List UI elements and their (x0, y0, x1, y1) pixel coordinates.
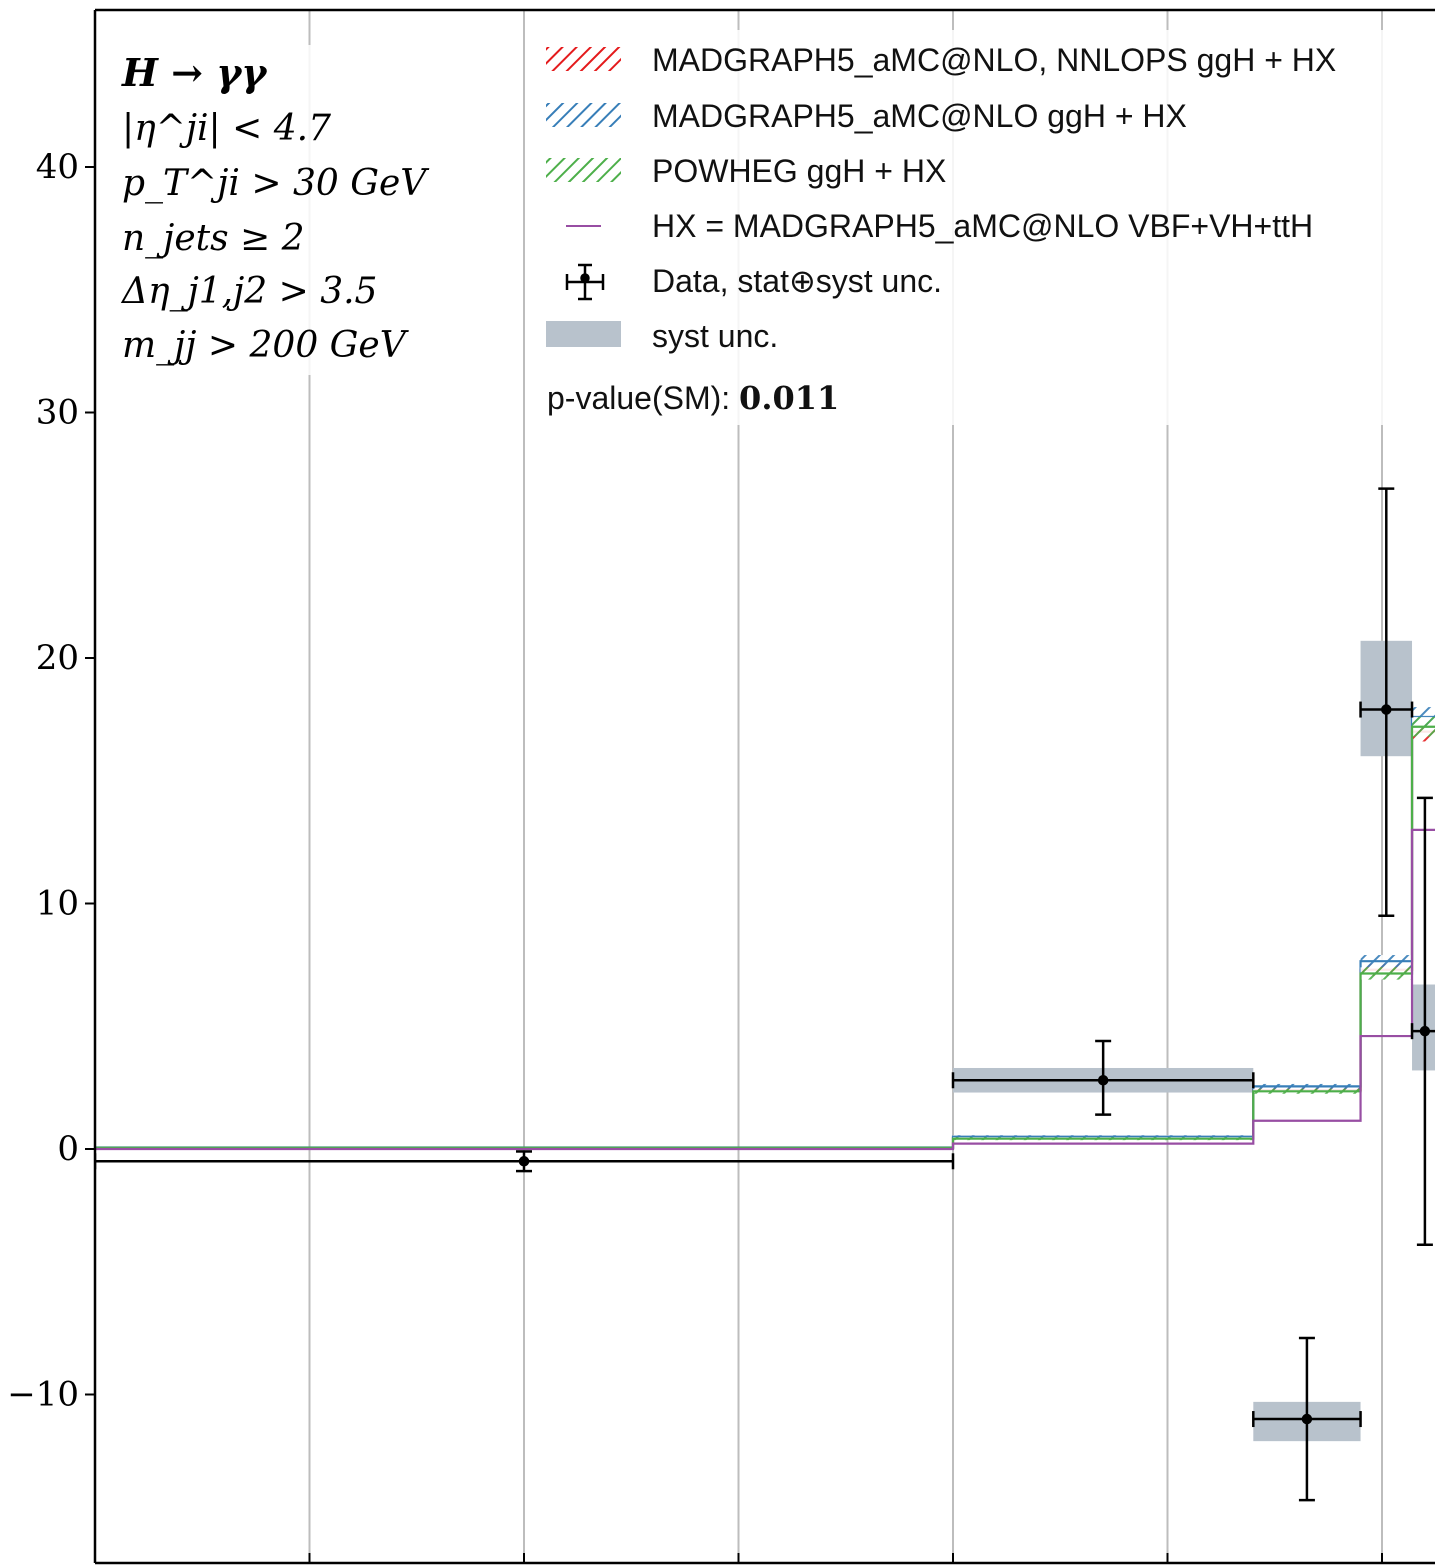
marker-3 (1381, 704, 1392, 715)
selection-cuts: H → γγ |η^ji| < 4.7 p_T^ji > 30 GeV n_je… (112, 45, 430, 375)
step-line-hx (95, 828, 1435, 1151)
legend-entry-hx: HX = MADGRAPH5_aMC@NLO VBF+VH+ttH (566, 208, 1313, 244)
marker-1 (1097, 1075, 1109, 1086)
cut-eta: |η^ji| < 4.7 (122, 108, 331, 149)
y-tick-label-1: 0 (57, 1129, 79, 1169)
cut-process-label: H → γγ (121, 50, 268, 95)
cut-njets: n_jets ≥ 2 (122, 218, 305, 259)
marker-4 (1419, 1025, 1431, 1037)
y-tick-label-5: 40 (36, 147, 79, 187)
cut-process: H → γγ (121, 50, 268, 95)
legend-label-syst: syst unc. (652, 318, 778, 354)
legend-label-powheg: POWHEG ggH + HX (652, 153, 946, 189)
y-tick-label-3: 20 (36, 638, 79, 678)
legend-label-nnlops: MADGRAPH5_aMC@NLO, NNLOPS ggH + HX (652, 42, 1336, 78)
data-point-1 (951, 1039, 1255, 1116)
legend-entry-data: Data, stat⊕syst unc. (565, 263, 942, 301)
legend-swatch-powheg (546, 158, 621, 182)
cut-deta: Δη_j1,j2 > 3.5 (120, 271, 377, 312)
legend-entry-mg5: MADGRAPH5_aMC@NLO ggH + HX (546, 98, 1187, 134)
pvalue-value: 0.011 (739, 379, 839, 417)
legend-swatch-syst (546, 321, 621, 347)
axes: −10 0 10 20 30 40 (7, 8, 1435, 1565)
pvalue-label: p-value(SM): (547, 380, 739, 416)
data-point-4 (1410, 796, 1435, 1246)
data-point-3 (1359, 487, 1414, 918)
y-tick-label-2: 10 (36, 884, 79, 924)
legend-swatch-nnlops (546, 47, 621, 71)
cut-pt: p_T^ji > 30 GeV (122, 163, 430, 204)
legend: MADGRAPH5_aMC@NLO, NNLOPS ggH + HX MADGR… (535, 30, 1435, 425)
marker-2 (1301, 1413, 1313, 1425)
data-point-0 (95, 1150, 955, 1173)
y-tick-label-4: 30 (36, 393, 79, 433)
legend-swatch-mg5 (546, 103, 621, 127)
legend-entry-nnlops: MADGRAPH5_aMC@NLO, NNLOPS ggH + HX (546, 42, 1336, 78)
legend-entry-syst: syst unc. (546, 318, 778, 354)
legend-label-mg5: MADGRAPH5_aMC@NLO ggH + HX (652, 98, 1187, 134)
legend-label-data: Data, stat⊕syst unc. (652, 263, 942, 299)
pvalue-annotation: p-value(SM): 0.011 (547, 379, 839, 417)
legend-swatch-data (565, 263, 605, 301)
prediction-series (95, 707, 1435, 1151)
series-hx (95, 828, 1435, 1151)
y-tick-label-0: −10 (7, 1375, 79, 1415)
data-point-2 (1252, 1336, 1362, 1502)
cut-mjj: m_jj > 200 GeV (122, 325, 410, 366)
legend-label-hx: HX = MADGRAPH5_aMC@NLO VBF+VH+ttH (652, 208, 1313, 244)
data-points (95, 487, 1435, 1502)
marker-0 (518, 1156, 530, 1167)
legend-entry-powheg: POWHEG ggH + HX (546, 153, 946, 189)
syst-unc-boxes (953, 640, 1435, 1442)
